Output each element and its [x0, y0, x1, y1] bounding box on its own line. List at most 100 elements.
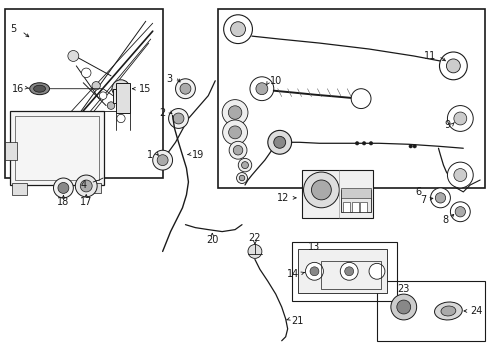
Text: 24: 24 — [469, 306, 482, 316]
Text: 9: 9 — [444, 121, 449, 130]
Bar — [5, 142, 17, 160]
Text: 19: 19 — [192, 150, 204, 160]
Text: 10: 10 — [269, 76, 282, 86]
Bar — [12, 183, 27, 195]
Text: 23: 23 — [397, 284, 409, 294]
Bar — [341, 190, 370, 212]
Bar — [301, 170, 372, 218]
Bar — [15, 116, 99, 180]
Text: 14: 14 — [287, 269, 299, 279]
Circle shape — [344, 267, 353, 276]
Circle shape — [249, 77, 273, 100]
Circle shape — [112, 80, 130, 98]
Circle shape — [107, 102, 115, 109]
Circle shape — [303, 172, 339, 208]
Circle shape — [434, 193, 445, 203]
Circle shape — [309, 267, 318, 276]
Circle shape — [340, 262, 357, 280]
Circle shape — [368, 264, 384, 279]
Circle shape — [255, 83, 267, 95]
Circle shape — [80, 180, 92, 192]
Bar — [10, 111, 104, 185]
Circle shape — [350, 89, 370, 109]
Circle shape — [53, 178, 73, 198]
Circle shape — [412, 144, 416, 148]
Text: 7: 7 — [420, 195, 426, 205]
Circle shape — [453, 112, 466, 125]
Circle shape — [453, 168, 466, 181]
Bar — [351, 202, 358, 212]
Bar — [5, 9, 163, 178]
Circle shape — [362, 141, 365, 145]
Circle shape — [222, 120, 247, 145]
Text: 22: 22 — [248, 233, 261, 243]
Circle shape — [173, 113, 183, 124]
Circle shape — [168, 109, 188, 129]
Text: 13: 13 — [307, 243, 319, 252]
Circle shape — [429, 188, 449, 208]
Circle shape — [180, 83, 190, 94]
Bar — [89, 183, 101, 193]
Text: 16: 16 — [11, 84, 24, 94]
Circle shape — [117, 114, 125, 123]
Circle shape — [368, 141, 372, 145]
Ellipse shape — [34, 85, 45, 92]
Circle shape — [75, 175, 97, 197]
Text: 21: 21 — [291, 316, 304, 326]
Text: 8: 8 — [441, 215, 447, 225]
Ellipse shape — [434, 302, 461, 320]
Bar — [297, 249, 386, 293]
Circle shape — [228, 106, 242, 119]
Ellipse shape — [440, 306, 455, 316]
Circle shape — [355, 141, 358, 145]
Text: 11: 11 — [424, 51, 436, 61]
Circle shape — [273, 136, 285, 148]
Circle shape — [447, 105, 472, 131]
Text: 15: 15 — [139, 84, 151, 94]
Ellipse shape — [30, 83, 49, 95]
Bar — [341, 188, 370, 198]
Bar — [218, 9, 484, 188]
Circle shape — [68, 50, 79, 62]
Text: 17: 17 — [80, 197, 92, 207]
Text: 6: 6 — [415, 187, 421, 197]
Circle shape — [81, 68, 91, 78]
Text: 18: 18 — [57, 197, 69, 207]
Bar — [321, 261, 380, 289]
Circle shape — [390, 294, 416, 320]
Circle shape — [92, 82, 100, 90]
Circle shape — [449, 202, 469, 222]
Bar — [291, 242, 396, 301]
Circle shape — [58, 183, 69, 193]
Circle shape — [233, 145, 243, 155]
Circle shape — [175, 79, 195, 99]
Circle shape — [230, 22, 245, 37]
Circle shape — [239, 175, 244, 181]
Circle shape — [447, 162, 472, 188]
Circle shape — [311, 180, 331, 200]
Text: 1: 1 — [146, 150, 152, 160]
Circle shape — [241, 162, 248, 168]
Circle shape — [439, 52, 467, 80]
Circle shape — [267, 130, 291, 154]
Circle shape — [223, 15, 252, 44]
Circle shape — [228, 126, 241, 139]
Text: 20: 20 — [205, 234, 218, 244]
Bar — [116, 83, 130, 113]
Bar — [343, 202, 349, 212]
Text: 3: 3 — [166, 74, 172, 84]
Circle shape — [157, 155, 168, 166]
Bar — [359, 202, 366, 212]
Circle shape — [238, 158, 251, 172]
Text: 12: 12 — [277, 193, 289, 203]
Circle shape — [408, 144, 412, 148]
Circle shape — [454, 207, 465, 217]
Circle shape — [396, 300, 410, 314]
Text: 5: 5 — [11, 24, 17, 34]
Circle shape — [229, 141, 246, 159]
Text: 2: 2 — [159, 108, 165, 117]
Circle shape — [305, 262, 323, 280]
Bar — [376, 281, 484, 341]
Text: 4: 4 — [80, 180, 86, 190]
Circle shape — [152, 150, 172, 170]
